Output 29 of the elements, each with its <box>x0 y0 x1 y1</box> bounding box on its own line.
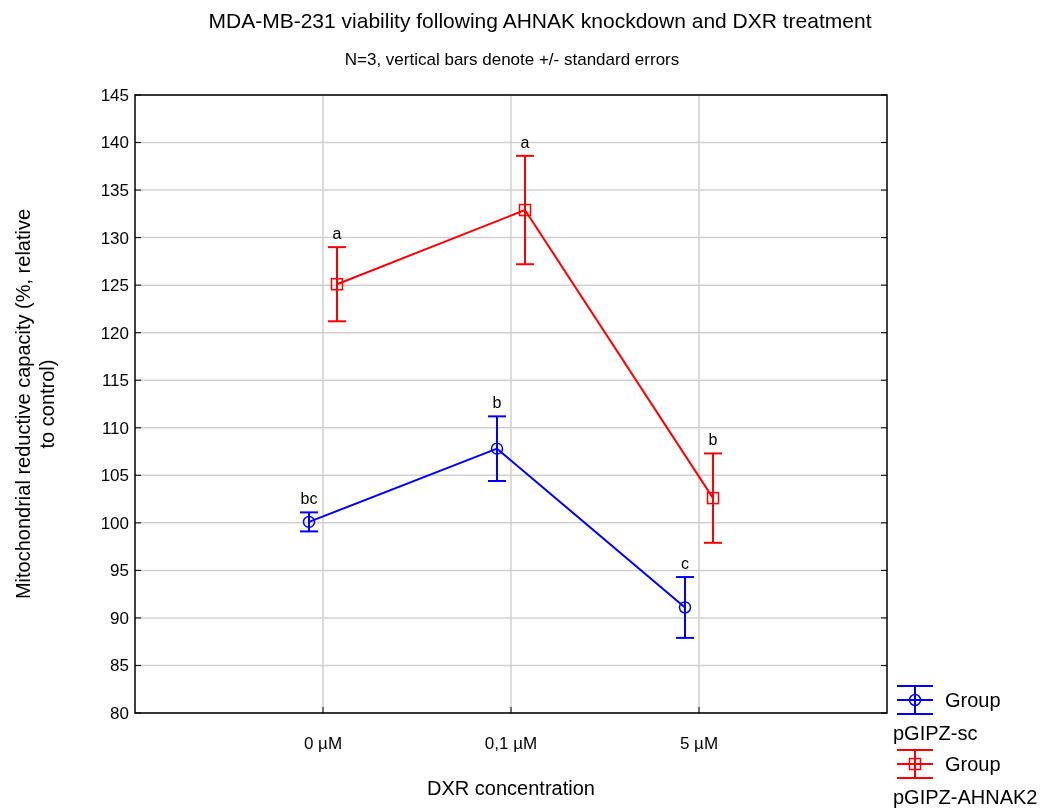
y-tick-label: 100 <box>100 513 129 533</box>
legend-label: Group pGIPZ-AHNAK2 <box>893 753 1038 808</box>
annotation: a <box>332 225 342 243</box>
annotation: c <box>681 555 689 573</box>
chart-title: MDA-MB-231 viability following AHNAK knockdown and DXR treatment <box>208 9 872 32</box>
x-tick-label: 0,1 µM <box>484 734 538 753</box>
annotation: bc <box>300 490 318 508</box>
y-tick-label: 145 <box>100 85 129 105</box>
x-tick-label: 0 µM <box>303 734 343 753</box>
y-tick-label: 85 <box>110 656 129 676</box>
chart-subtitle: N=3, vertical bars denote +/- standard errors <box>344 50 680 69</box>
y-tick-label: 130 <box>100 228 129 248</box>
annotation: b <box>492 394 502 412</box>
y-tick-label: 95 <box>110 561 129 581</box>
legend-label: Group pGIPZ-sc <box>893 689 1001 744</box>
x-axis-title: DXR concentration <box>427 777 595 799</box>
y-tick-label: 135 <box>100 181 129 201</box>
y-axis-title: Mitochondrial reductive capacity (%, relative to control) <box>12 208 58 600</box>
y-tick-label: 120 <box>100 323 129 343</box>
y-tick-label: 90 <box>110 608 129 628</box>
y-tick-label: 110 <box>101 418 129 438</box>
y-tick-label: 115 <box>101 371 129 391</box>
annotation: b <box>708 431 718 449</box>
y-tick-label: 105 <box>100 466 129 486</box>
y-tick-label: 140 <box>100 133 129 153</box>
x-tick-label: 5 µM <box>679 734 719 753</box>
y-tick-label: 125 <box>100 276 129 296</box>
annotation: a <box>520 133 530 151</box>
y-tick-label: 80 <box>110 703 129 723</box>
